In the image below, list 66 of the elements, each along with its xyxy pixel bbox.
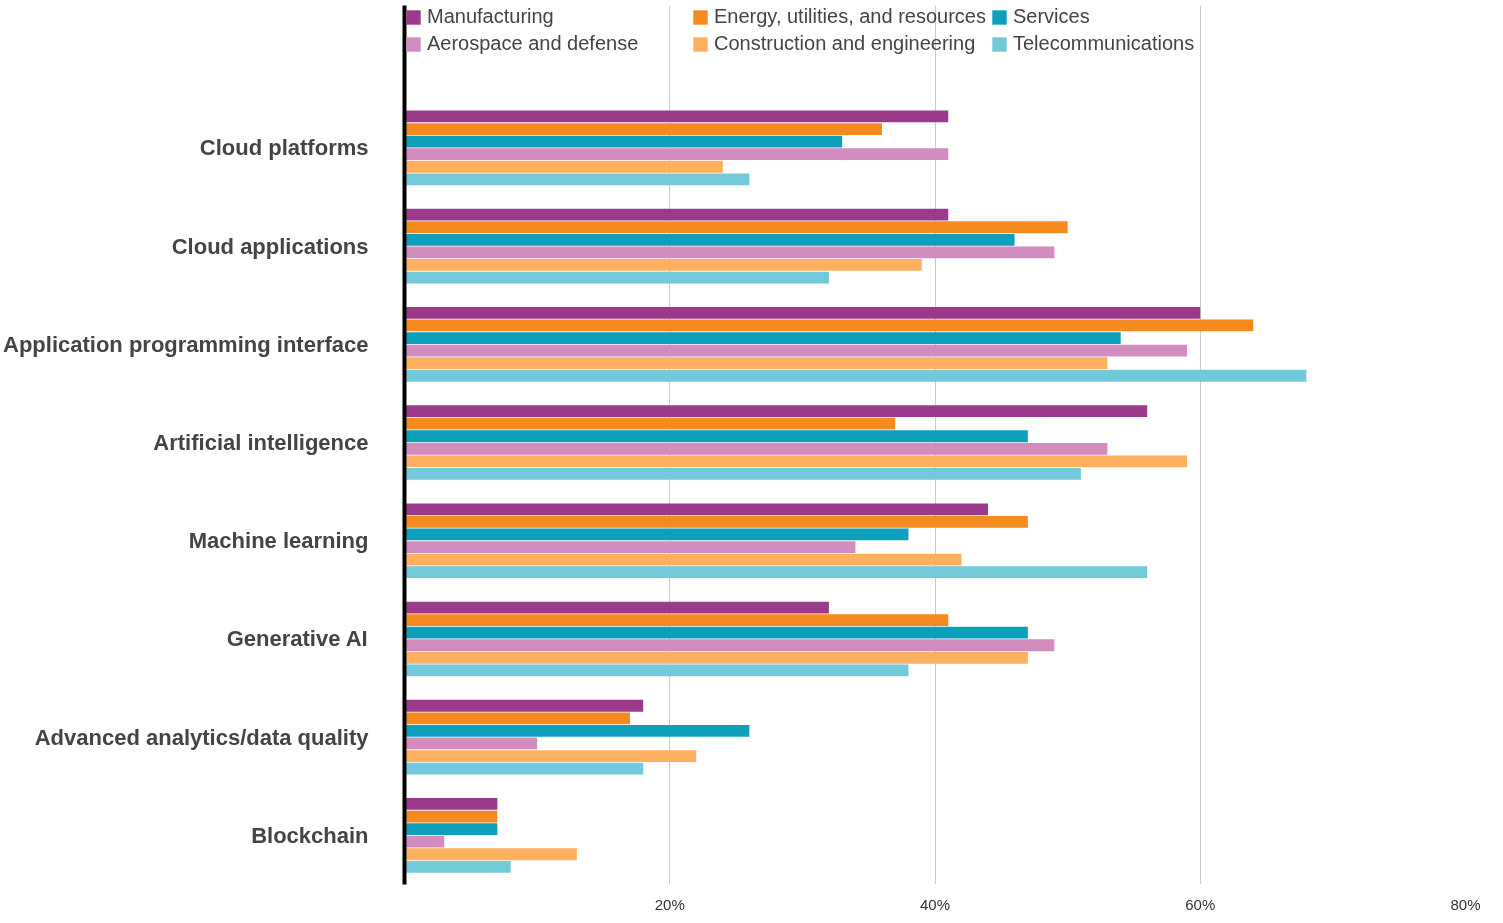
bar (404, 835, 445, 848)
bar (404, 823, 498, 835)
bar (404, 369, 1307, 382)
bar (404, 528, 909, 541)
y-tick-label: Advanced analytics/data quality (34, 724, 370, 750)
bar (404, 221, 1068, 234)
bar (404, 750, 697, 762)
bar (404, 626, 1028, 639)
y-tick-label: Machine learning (188, 528, 369, 554)
bar (404, 135, 843, 148)
bar (404, 417, 896, 430)
bar (404, 233, 1015, 246)
bar (404, 160, 723, 173)
legend-label: Telecommunications (1012, 32, 1196, 55)
bar (404, 503, 989, 516)
y-tick-label: Blockchain (251, 822, 369, 848)
y-tick-label: Application programming interface (3, 331, 369, 357)
bar (404, 762, 644, 775)
bar (404, 148, 949, 161)
bar (404, 664, 909, 677)
bar (404, 712, 630, 725)
bar (404, 699, 644, 712)
x-tick-label: 40% (919, 895, 951, 913)
bar (404, 468, 1081, 480)
legend-label: Services (1012, 5, 1091, 28)
bar (404, 208, 949, 221)
bar (404, 319, 1254, 332)
bar (404, 405, 1148, 418)
y-tick-label: Artificial intelligence (153, 430, 369, 456)
bar (404, 259, 922, 271)
bar (404, 430, 1028, 443)
legend-label: Aerospace and defense (427, 32, 640, 55)
legend-label: Construction and engineering (714, 32, 976, 55)
legend-label: Manufacturing (427, 5, 555, 28)
x-tick-label: 20% (654, 895, 685, 913)
bar (404, 737, 538, 750)
bar (404, 553, 962, 566)
bar (404, 810, 498, 823)
bar (404, 639, 1055, 652)
bar (404, 651, 1028, 664)
bar (404, 344, 1187, 357)
x-tick-label: 60% (1185, 895, 1216, 913)
bar (404, 798, 498, 810)
bar (404, 541, 856, 553)
y-tick-label: Cloud platforms (199, 135, 369, 161)
legend-label: Energy, utilities, and resources (714, 5, 986, 28)
bar (404, 442, 1108, 455)
bar (404, 860, 511, 873)
bar (404, 601, 829, 614)
bar (404, 725, 750, 737)
bar (404, 246, 1055, 259)
bar (404, 173, 750, 186)
bar (404, 455, 1187, 468)
bar (404, 516, 1028, 528)
x-tick-label: 80% (1450, 895, 1481, 913)
bar (404, 566, 1148, 579)
bar (404, 357, 1108, 370)
y-tick-label: Cloud applications (171, 233, 369, 259)
y-tick-label: Generative AI (226, 626, 368, 652)
bar (404, 110, 949, 123)
bar (404, 271, 829, 284)
bar (404, 614, 949, 627)
bar (404, 332, 1121, 344)
bar (404, 123, 882, 135)
bar (404, 307, 1201, 319)
bar (404, 848, 577, 861)
